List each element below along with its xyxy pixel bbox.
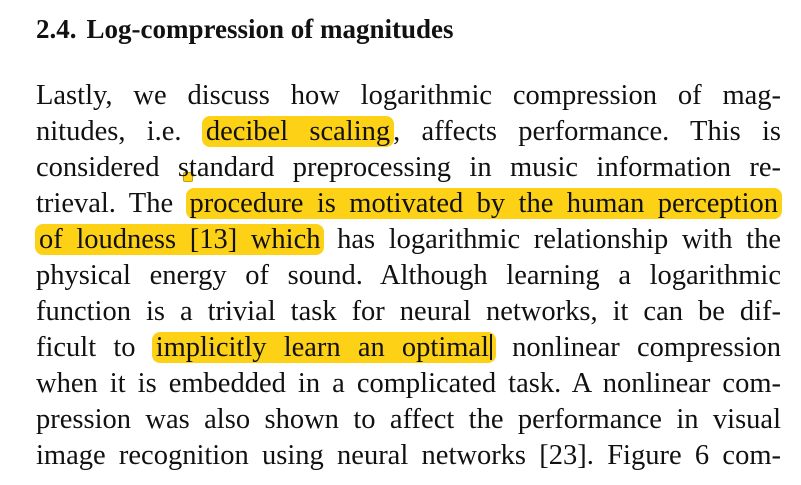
paragraph-line-8: ficult to implicitly learn an optimal no… bbox=[36, 330, 781, 366]
line-11-text: image recognition using neural networks … bbox=[36, 440, 781, 471]
line-8-text-post: nonlinear compression bbox=[512, 332, 781, 363]
line-8-text-pre: ficult to bbox=[36, 332, 136, 363]
section-number: 2.4. bbox=[36, 14, 77, 44]
paragraph-line-9: when it is embedded in a complicated tas… bbox=[36, 366, 781, 402]
paragraph-line-3: considered standard preprocessing in mus… bbox=[36, 150, 781, 186]
paragraph-line-5: of loudness [13] which has logarithmic r… bbox=[36, 222, 781, 258]
paragraph-line-7: function is a trivial task for neural ne… bbox=[36, 294, 781, 330]
highlight-procedure-motivated[interactable]: procedure is motivated by the human perc… bbox=[186, 188, 782, 219]
highlight-implicitly-learn-text: implicitly learn an optimal bbox=[156, 332, 489, 363]
section-heading: 2.4. Log-compression of magnitudes bbox=[36, 14, 454, 45]
paragraph-line-11: image recognition using neural networks … bbox=[36, 438, 781, 474]
paragraph-line-6: physical energy of sound. Although learn… bbox=[36, 258, 781, 294]
paragraph-line-10: pression was also shown to affect the pe… bbox=[36, 402, 781, 438]
highlight-loudness[interactable]: of loudness [13] which bbox=[35, 224, 324, 255]
line-9-text: when it is embedded in a complicated tas… bbox=[36, 368, 781, 399]
line-7-text: function is a trivial task for neural ne… bbox=[36, 296, 781, 327]
highlight-implicitly-learn[interactable]: implicitly learn an optimal bbox=[152, 332, 496, 363]
line-2-text-pre: nitudes, i.e. bbox=[36, 116, 182, 147]
section-title: Log-compression of magnitudes bbox=[87, 14, 454, 44]
paragraph-line-1: Lastly, we discuss how logarithmic compr… bbox=[36, 78, 781, 114]
paragraph-line-2: nitudes, i.e. decibel scaling, affects p… bbox=[36, 114, 781, 150]
highlight-decibel-scaling[interactable]: decibel scaling bbox=[202, 116, 394, 147]
line-3-text: considered standard preprocessing in mus… bbox=[36, 152, 781, 183]
line-1-text: Lastly, we discuss how logarithmic compr… bbox=[36, 80, 781, 111]
paragraph-line-4: trieval. The procedure is motivated by t… bbox=[36, 186, 781, 222]
line-2-text-post: , affects performance. This is bbox=[393, 116, 781, 147]
line-6-text: physical energy of sound. Although learn… bbox=[36, 260, 781, 291]
line-5-text-post: has logarithmic relationship with the bbox=[337, 224, 781, 255]
text-cursor bbox=[490, 334, 492, 360]
line-10-text: pression was also shown to affect the pe… bbox=[36, 404, 781, 435]
line-4-text-pre: trieval. The bbox=[36, 188, 173, 219]
